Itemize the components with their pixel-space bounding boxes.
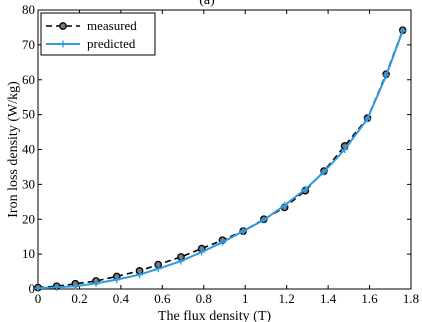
x-tick-label: 0.6 <box>154 291 171 306</box>
series-line-measured <box>37 29 404 289</box>
y-tick-label: 50 <box>22 107 35 122</box>
legend-box <box>40 12 156 56</box>
data-point-predicted <box>382 72 390 80</box>
data-point-predicted <box>320 168 328 176</box>
data-point-predicted <box>281 201 289 209</box>
legend-item-measured: measured <box>46 18 137 33</box>
y-tick-label: 40 <box>22 142 35 157</box>
y-tick-label: 10 <box>22 246 35 261</box>
x-tick-label: 0.4 <box>113 291 130 306</box>
data-point-predicted <box>239 227 247 235</box>
x-tick-label: 1.6 <box>361 291 378 306</box>
x-tick-label: 0.8 <box>196 291 212 306</box>
legend-label: measured <box>87 18 137 33</box>
legend-swatch-marker <box>59 40 67 48</box>
chart-title-fragment: (a) <box>199 0 215 8</box>
series-predicted <box>34 27 407 292</box>
data-point-predicted <box>113 276 121 284</box>
data-point-predicted <box>363 115 371 123</box>
data-point-predicted <box>218 238 226 246</box>
x-tick-label: 1.4 <box>320 291 337 306</box>
series-measured <box>34 26 407 292</box>
legend-swatch-marker <box>59 22 67 30</box>
data-point-predicted <box>341 146 349 153</box>
y-axis-title: Iron loss density (W/kg) <box>6 81 21 218</box>
y-tick-label: 80 <box>22 2 35 17</box>
data-point-predicted <box>301 185 309 193</box>
legend: measured predicted <box>40 12 156 56</box>
data-point-predicted <box>53 283 61 291</box>
data-point-predicted <box>198 248 206 256</box>
x-axis-title: The flux density (T) <box>158 309 271 322</box>
x-tick-label: 0 <box>35 291 42 306</box>
data-point-predicted <box>34 284 42 292</box>
data-point-predicted <box>177 257 185 265</box>
data-point-predicted <box>92 279 100 287</box>
legend-label: predicted <box>87 36 136 51</box>
x-tick-label: 0.2 <box>71 291 87 306</box>
data-point-predicted <box>136 271 144 279</box>
data-point-predicted <box>399 27 407 35</box>
y-tick-label: 30 <box>22 176 35 191</box>
x-tick-label: 1.8 <box>403 291 419 306</box>
x-tick-label: 1 <box>242 291 249 306</box>
y-tick-label: 60 <box>22 72 35 87</box>
y-tick-label: 70 <box>22 37 35 52</box>
y-tick-label: 0 <box>29 281 36 296</box>
data-point-predicted <box>154 265 162 273</box>
data-point-predicted <box>260 216 268 224</box>
series-line-predicted <box>37 30 404 290</box>
x-tick-label: 1.2 <box>279 291 295 306</box>
y-tick-label: 20 <box>22 211 35 226</box>
data-point-predicted <box>71 282 79 290</box>
legend-item-predicted: predicted <box>46 36 136 51</box>
